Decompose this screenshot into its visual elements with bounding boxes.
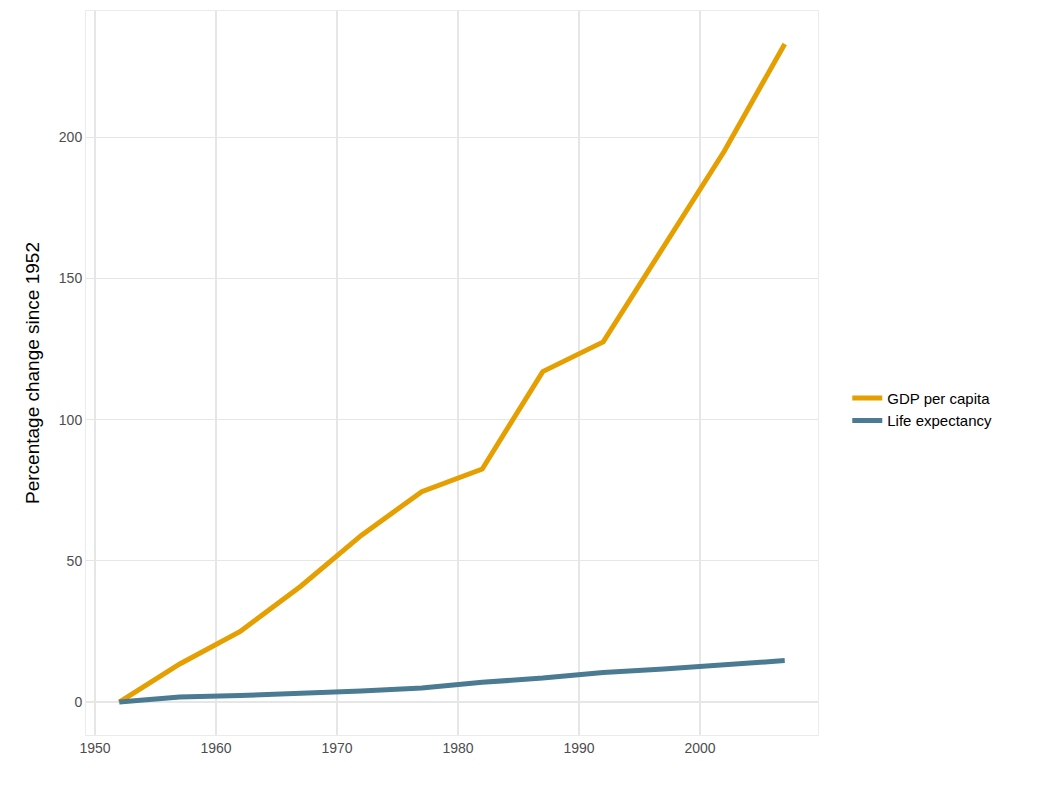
svg-text:1960: 1960 (200, 740, 231, 756)
svg-text:100: 100 (59, 412, 83, 428)
svg-text:1990: 1990 (563, 740, 594, 756)
svg-text:1980: 1980 (442, 740, 473, 756)
svg-text:0: 0 (74, 694, 82, 710)
svg-text:150: 150 (59, 270, 83, 286)
svg-text:1970: 1970 (321, 740, 352, 756)
svg-text:2000: 2000 (684, 740, 715, 756)
svg-text:Percentage change since 1952: Percentage change since 1952 (22, 242, 43, 504)
svg-text:200: 200 (59, 129, 83, 145)
svg-text:Life expectancy: Life expectancy (887, 412, 992, 429)
svg-text:50: 50 (67, 553, 83, 569)
svg-text:1950: 1950 (79, 740, 110, 756)
svg-text:GDP per capita: GDP per capita (887, 390, 990, 407)
